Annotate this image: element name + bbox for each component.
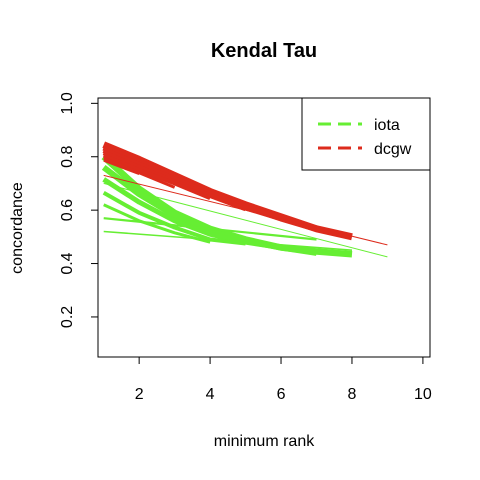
legend-label-dcgw: dcgw <box>374 141 412 158</box>
x-tick-label-3: 8 <box>348 386 357 403</box>
x-axis-label: minimum rank <box>214 433 315 450</box>
legend-label-iota: iota <box>374 117 400 134</box>
y-axis: 0.2 0.4 0.6 0.8 1.0 <box>59 92 99 328</box>
x-tick-label-4: 10 <box>414 386 432 403</box>
series-line-dcgw-14 <box>103 159 140 176</box>
legend: iota dcgw <box>301 97 431 171</box>
x-axis: 2 4 6 8 10 <box>135 356 432 403</box>
x-tick-label-0: 2 <box>135 386 144 403</box>
legend-box <box>301 97 431 171</box>
series-line-iota-5 <box>103 217 317 241</box>
series-layer <box>101 141 388 258</box>
series-line-dcgw-12 <box>102 153 211 200</box>
y-tick-label-3: 0.8 <box>59 146 76 168</box>
y-axis-label: concordance <box>9 182 26 274</box>
y-tick-label-0: 0.2 <box>59 306 76 328</box>
series-line-iota-6 <box>103 230 353 251</box>
x-tick-label-1: 4 <box>206 386 215 403</box>
y-tick-label-2: 0.6 <box>59 199 76 221</box>
series-line-dcgw-15 <box>103 174 388 246</box>
chart-title: Kendal Tau <box>211 40 317 62</box>
y-tick-label-1: 0.4 <box>59 252 76 274</box>
y-tick-label-4: 1.0 <box>59 92 76 114</box>
series-line-iota-7 <box>103 182 388 258</box>
x-tick-label-2: 6 <box>277 386 286 403</box>
series-line-dcgw-13 <box>103 156 176 189</box>
